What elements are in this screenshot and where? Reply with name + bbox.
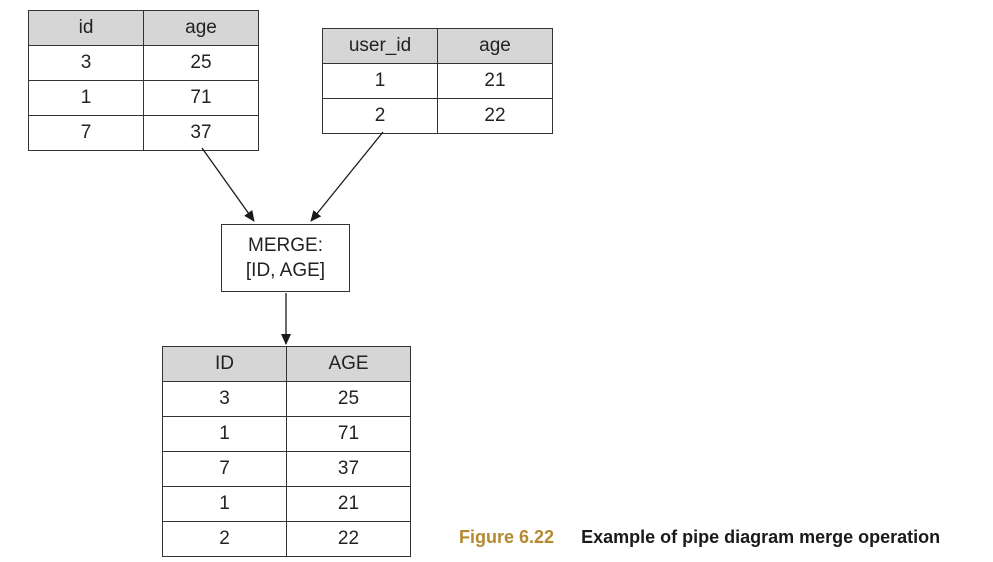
output-table: ID AGE 3 25 1 71 7 37 1 21 2 22 bbox=[162, 346, 411, 557]
table-cell: 37 bbox=[286, 451, 411, 487]
table-cell: 7 bbox=[162, 451, 287, 487]
table-cell: 7 bbox=[28, 115, 144, 151]
table-header-row: user_id age bbox=[322, 28, 553, 64]
table-cell: 1 bbox=[322, 63, 438, 99]
table-cell: 2 bbox=[322, 98, 438, 134]
table-row: 2 22 bbox=[322, 98, 553, 134]
figure-number: Figure 6.22 bbox=[459, 527, 555, 547]
table-row: 1 71 bbox=[28, 80, 259, 116]
figure-caption: Figure 6.22 Example of pipe diagram merg… bbox=[459, 527, 940, 548]
table-header-row: ID AGE bbox=[162, 346, 411, 382]
column-header: age bbox=[437, 28, 553, 64]
merge-label: MERGE: bbox=[248, 235, 323, 256]
table-cell: 21 bbox=[286, 486, 411, 522]
table-header-row: id age bbox=[28, 10, 259, 46]
table-cell: 3 bbox=[162, 381, 287, 417]
column-header: ID bbox=[162, 346, 287, 382]
table-cell: 2 bbox=[162, 521, 287, 557]
column-header: user_id bbox=[322, 28, 438, 64]
arrow-input-2-to-merge bbox=[310, 131, 384, 222]
merge-fields: [ID, AGE] bbox=[245, 260, 326, 281]
table-cell: 71 bbox=[143, 80, 259, 116]
column-header: age bbox=[143, 10, 259, 46]
table-cell: 25 bbox=[143, 45, 259, 81]
table-cell: 1 bbox=[162, 486, 287, 522]
input-table-2: user_id age 1 21 2 22 bbox=[322, 28, 553, 134]
table-row: 3 25 bbox=[28, 45, 259, 81]
column-header: AGE bbox=[286, 346, 411, 382]
table-cell: 37 bbox=[143, 115, 259, 151]
table-row: 3 25 bbox=[162, 381, 411, 417]
table-row: 1 21 bbox=[322, 63, 553, 99]
table-row: 2 22 bbox=[162, 521, 411, 557]
table-cell: 1 bbox=[28, 80, 144, 116]
table-cell: 22 bbox=[437, 98, 553, 134]
figure-caption-text: Example of pipe diagram merge operation bbox=[581, 527, 941, 547]
arrow-input-1-to-merge bbox=[201, 147, 255, 222]
table-cell: 25 bbox=[286, 381, 411, 417]
table-row: 7 37 bbox=[28, 115, 259, 151]
table-cell: 22 bbox=[286, 521, 411, 557]
merge-operation-node: MERGE: [ID, AGE] bbox=[221, 224, 350, 292]
column-header: id bbox=[28, 10, 144, 46]
input-table-1: id age 3 25 1 71 7 37 bbox=[28, 10, 259, 151]
table-row: 7 37 bbox=[162, 451, 411, 487]
table-cell: 1 bbox=[162, 416, 287, 452]
table-row: 1 21 bbox=[162, 486, 411, 522]
table-cell: 21 bbox=[437, 63, 553, 99]
table-cell: 71 bbox=[286, 416, 411, 452]
table-row: 1 71 bbox=[162, 416, 411, 452]
